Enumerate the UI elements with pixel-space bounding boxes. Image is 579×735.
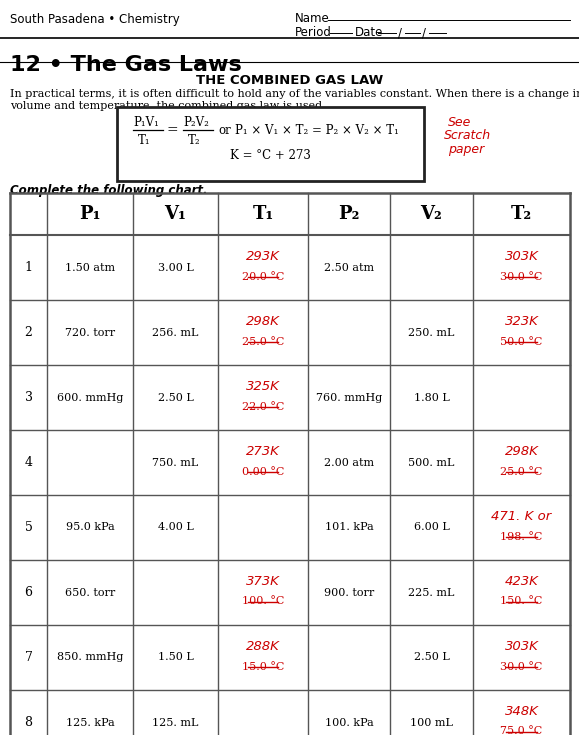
Text: 3: 3 bbox=[24, 391, 32, 404]
Text: K = °C + 273: K = °C + 273 bbox=[229, 148, 310, 162]
Text: =: = bbox=[166, 123, 178, 137]
Text: Period: Period bbox=[295, 26, 332, 39]
Text: Name: Name bbox=[295, 12, 330, 25]
Text: T₂: T₂ bbox=[188, 134, 201, 146]
Text: 1: 1 bbox=[24, 261, 32, 274]
Text: 225. mL: 225. mL bbox=[408, 587, 455, 598]
Text: T₁: T₁ bbox=[138, 134, 151, 146]
Text: 348K: 348K bbox=[504, 705, 538, 718]
Text: 303K: 303K bbox=[504, 640, 538, 653]
Text: 25.0 °C: 25.0 °C bbox=[500, 467, 543, 476]
Text: P₁ × V₁ × T₂ = P₂ × V₂ × T₁: P₁ × V₁ × T₂ = P₂ × V₂ × T₁ bbox=[235, 123, 399, 137]
Text: 471. K or: 471. K or bbox=[492, 510, 552, 523]
Text: 125. mL: 125. mL bbox=[152, 717, 199, 728]
Text: 298K: 298K bbox=[246, 315, 280, 328]
Text: 760. mmHg: 760. mmHg bbox=[316, 392, 382, 403]
Text: T₂: T₂ bbox=[511, 205, 532, 223]
Text: 125. kPa: 125. kPa bbox=[65, 717, 115, 728]
Text: Complete the following chart.: Complete the following chart. bbox=[10, 184, 207, 197]
Text: 2.50 L: 2.50 L bbox=[413, 653, 449, 662]
Text: 250. mL: 250. mL bbox=[408, 328, 455, 337]
Text: 150. °C: 150. °C bbox=[500, 597, 543, 606]
Text: 600. mmHg: 600. mmHg bbox=[57, 392, 123, 403]
Text: /: / bbox=[422, 26, 426, 39]
Text: 256. mL: 256. mL bbox=[152, 328, 199, 337]
Text: 75.0 °C: 75.0 °C bbox=[500, 726, 543, 735]
Text: 4: 4 bbox=[24, 456, 32, 469]
Text: 12 • The Gas Laws: 12 • The Gas Laws bbox=[10, 55, 242, 75]
Text: 850. mmHg: 850. mmHg bbox=[57, 653, 123, 662]
Text: 50.0 °C: 50.0 °C bbox=[500, 337, 543, 346]
Text: THE COMBINED GAS LAW: THE COMBINED GAS LAW bbox=[196, 74, 383, 87]
Text: 5: 5 bbox=[24, 521, 32, 534]
Text: 101. kPa: 101. kPa bbox=[325, 523, 373, 532]
Text: 25.0 °C: 25.0 °C bbox=[242, 337, 284, 346]
Text: P₂: P₂ bbox=[338, 205, 360, 223]
Text: 15.0 °C: 15.0 °C bbox=[242, 662, 284, 672]
Text: 2.50 L: 2.50 L bbox=[157, 392, 193, 403]
Text: 293K: 293K bbox=[246, 250, 280, 263]
Text: 1.50 atm: 1.50 atm bbox=[65, 262, 115, 273]
Text: 2.50 atm: 2.50 atm bbox=[324, 262, 374, 273]
Text: 423K: 423K bbox=[504, 575, 538, 588]
Text: 325K: 325K bbox=[246, 380, 280, 393]
Text: 100. °C: 100. °C bbox=[242, 597, 284, 606]
Text: paper: paper bbox=[448, 143, 484, 156]
Text: P₂V₂: P₂V₂ bbox=[183, 115, 209, 129]
Text: 95.0 kPa: 95.0 kPa bbox=[65, 523, 115, 532]
Text: 6.00 L: 6.00 L bbox=[413, 523, 449, 532]
Text: 22.0 °C: 22.0 °C bbox=[242, 401, 284, 412]
Text: 500. mL: 500. mL bbox=[408, 457, 455, 467]
Text: 900. torr: 900. torr bbox=[324, 587, 374, 598]
Text: 20.0 °C: 20.0 °C bbox=[242, 271, 284, 282]
Text: or: or bbox=[218, 123, 231, 137]
Text: 1.80 L: 1.80 L bbox=[413, 392, 449, 403]
Text: 198. °C: 198. °C bbox=[500, 531, 543, 542]
Text: T₁: T₁ bbox=[252, 205, 274, 223]
Text: 750. mL: 750. mL bbox=[152, 457, 199, 467]
Text: 100. kPa: 100. kPa bbox=[325, 717, 373, 728]
Text: V₁: V₁ bbox=[164, 205, 186, 223]
Text: 7: 7 bbox=[24, 651, 32, 664]
Text: See: See bbox=[448, 116, 471, 129]
Text: Date: Date bbox=[355, 26, 383, 39]
Text: 298K: 298K bbox=[504, 445, 538, 458]
Text: 0.00 °C: 0.00 °C bbox=[242, 467, 284, 476]
Text: P₁V₁: P₁V₁ bbox=[133, 115, 159, 129]
Text: /: / bbox=[398, 26, 402, 39]
Text: 288K: 288K bbox=[246, 640, 280, 653]
Text: In practical terms, it is often difficult to hold any of the variables constant.: In practical terms, it is often difficul… bbox=[10, 89, 579, 99]
FancyBboxPatch shape bbox=[117, 107, 424, 181]
Text: 650. torr: 650. torr bbox=[65, 587, 115, 598]
Text: 6: 6 bbox=[24, 586, 32, 599]
Text: 2: 2 bbox=[24, 326, 32, 339]
Text: 30.0 °C: 30.0 °C bbox=[500, 271, 543, 282]
Text: 4.00 L: 4.00 L bbox=[157, 523, 193, 532]
Text: 30.0 °C: 30.0 °C bbox=[500, 662, 543, 672]
Text: 2.00 atm: 2.00 atm bbox=[324, 457, 374, 467]
Text: 1.50 L: 1.50 L bbox=[157, 653, 193, 662]
Text: 3.00 L: 3.00 L bbox=[157, 262, 193, 273]
Text: volume and temperature, the combined gas law is used.: volume and temperature, the combined gas… bbox=[10, 101, 325, 111]
Text: P₁: P₁ bbox=[79, 205, 101, 223]
Text: 373K: 373K bbox=[246, 575, 280, 588]
Text: 100 mL: 100 mL bbox=[410, 717, 453, 728]
Text: Scratch: Scratch bbox=[444, 129, 491, 142]
Text: 8: 8 bbox=[24, 716, 32, 729]
Text: South Pasadena • Chemistry: South Pasadena • Chemistry bbox=[10, 13, 179, 26]
Text: 303K: 303K bbox=[504, 250, 538, 263]
Text: 323K: 323K bbox=[504, 315, 538, 328]
Text: 720. torr: 720. torr bbox=[65, 328, 115, 337]
Text: 273K: 273K bbox=[246, 445, 280, 458]
Text: V₂: V₂ bbox=[420, 205, 442, 223]
